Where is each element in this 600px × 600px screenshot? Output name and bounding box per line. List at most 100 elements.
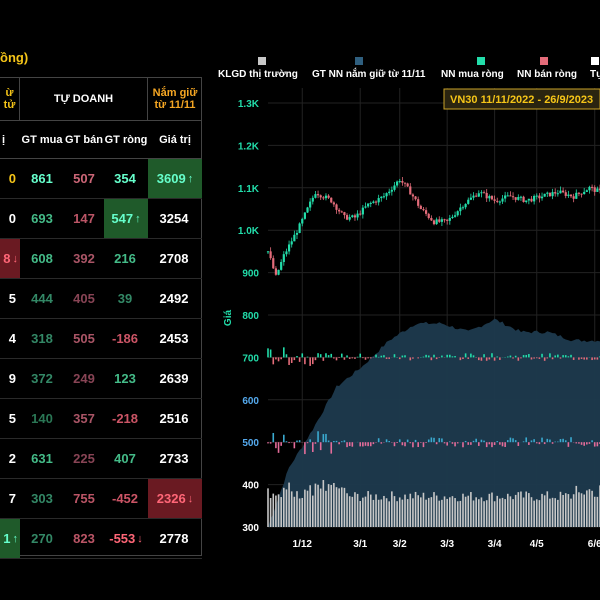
candle-body xyxy=(351,215,354,218)
volume-bar xyxy=(325,490,327,527)
legend-label: NN mua ròng xyxy=(441,69,504,80)
candle-body xyxy=(569,194,573,197)
volume-bar xyxy=(412,498,414,527)
x-tick-label: 3/4 xyxy=(488,539,502,550)
cell-sell: 392 xyxy=(64,239,104,278)
flow-bar-proprietary xyxy=(591,440,593,443)
flow-bar-foreign xyxy=(346,355,348,358)
candle-body xyxy=(343,212,346,216)
cell-net: 407 xyxy=(104,439,148,478)
volume-bar xyxy=(372,499,375,527)
candle-body xyxy=(385,193,388,197)
volume-bar xyxy=(564,493,567,527)
candle-body xyxy=(335,204,338,210)
x-tick-label: 1/12 xyxy=(293,539,313,550)
x-tick-label: 3/1 xyxy=(353,539,367,550)
candle-body xyxy=(493,199,496,201)
cell-left: 5 xyxy=(0,399,20,438)
cell-sell-value: 392 xyxy=(73,251,95,266)
flow-bar-foreign xyxy=(269,349,272,358)
flow-bar-proprietary xyxy=(530,440,533,443)
x-tick-label: 3/2 xyxy=(393,539,407,550)
candle-body xyxy=(277,269,280,275)
volume-bar xyxy=(554,498,557,527)
flow-bar-foreign xyxy=(364,357,367,360)
flow-bar-proprietary xyxy=(456,442,459,444)
flow-bar-foreign xyxy=(499,357,501,360)
flow-bar-foreign xyxy=(359,353,362,358)
volume-bar xyxy=(530,497,533,527)
flow-bar-proprietary xyxy=(340,441,343,443)
cell-value: 3609 ↑ xyxy=(148,159,202,198)
flow-bar-proprietary xyxy=(528,442,530,445)
flow-bar-proprietary xyxy=(369,442,372,447)
volume-bar xyxy=(319,488,322,527)
candle-body xyxy=(543,193,546,197)
candle-body xyxy=(440,219,444,222)
cell-net-value: -218 xyxy=(111,411,139,426)
flow-bar-foreign xyxy=(567,356,570,358)
flow-bar-proprietary xyxy=(462,442,464,448)
cell-sell-value: 505 xyxy=(73,331,95,346)
volume-bar xyxy=(509,496,512,527)
flow-bar-foreign xyxy=(593,357,596,360)
flow-bar-proprietary xyxy=(283,434,285,443)
col-sell-header: GT bán xyxy=(64,121,104,159)
candle-body xyxy=(406,183,409,187)
flow-bar-foreign xyxy=(351,357,354,359)
flow-bar-proprietary xyxy=(467,442,470,445)
candle-body xyxy=(467,199,470,204)
flow-bar-foreign xyxy=(330,353,333,358)
volume-bar xyxy=(288,482,290,527)
legend-label: NN bán ròng xyxy=(517,69,577,80)
candle-body xyxy=(377,198,380,203)
flow-bar-foreign xyxy=(340,353,343,358)
chart-legend: KLGD thị trường GT NN nắm giữ từ 11/11 NN … xyxy=(218,57,600,80)
flow-bar-foreign xyxy=(512,357,514,359)
flow-bar-foreign xyxy=(356,356,359,358)
volume-bar xyxy=(427,497,430,527)
candle-body xyxy=(551,192,554,197)
legend-swatch xyxy=(591,57,599,65)
flow-bar-foreign xyxy=(404,355,406,358)
cell-left-value: 1 xyxy=(3,531,11,546)
cell-sell-value: 405 xyxy=(73,291,95,306)
volume-bar xyxy=(578,492,580,527)
flow-bar-proprietary xyxy=(593,442,596,447)
flow-bar-foreign xyxy=(343,357,346,360)
col-net-header: GT ròng xyxy=(104,121,148,159)
candle-body xyxy=(522,196,525,202)
volume-bar xyxy=(488,493,491,527)
cell-left-value: 5 xyxy=(8,291,16,306)
flow-bar-proprietary xyxy=(272,432,275,443)
flow-bar-foreign xyxy=(543,357,546,361)
cell-value-value: 2492 xyxy=(159,291,189,306)
flow-bar-proprietary xyxy=(535,442,538,444)
volume-bar xyxy=(348,496,351,527)
candle-body xyxy=(554,192,557,194)
cell-value: 3254 xyxy=(148,199,202,238)
candle-body xyxy=(562,190,565,193)
flow-bar-foreign xyxy=(335,357,338,361)
cell-buy: 318 xyxy=(20,319,64,358)
flow-bar-proprietary xyxy=(491,442,493,448)
cell-net-value: 216 xyxy=(114,251,136,266)
y-tick-label: 700 xyxy=(242,353,259,364)
flow-bar-foreign xyxy=(449,354,451,358)
flow-bar-foreign xyxy=(385,357,388,359)
flow-bar-foreign xyxy=(283,347,285,358)
cell-value-value: 2326 xyxy=(156,491,186,506)
volume-bar xyxy=(359,501,362,527)
cell-left-value: 0 xyxy=(8,171,16,186)
flow-bar-foreign xyxy=(304,357,306,365)
flow-bar-foreign xyxy=(506,356,509,358)
flow-bar-proprietary xyxy=(406,439,409,443)
flow-bar-proprietary xyxy=(596,442,599,447)
candle-body xyxy=(438,219,441,222)
candle-body xyxy=(340,211,343,213)
flow-bar-proprietary xyxy=(438,438,441,443)
candle-body xyxy=(319,195,322,198)
flow-bar-proprietary xyxy=(485,442,488,448)
candle-body xyxy=(477,193,480,197)
